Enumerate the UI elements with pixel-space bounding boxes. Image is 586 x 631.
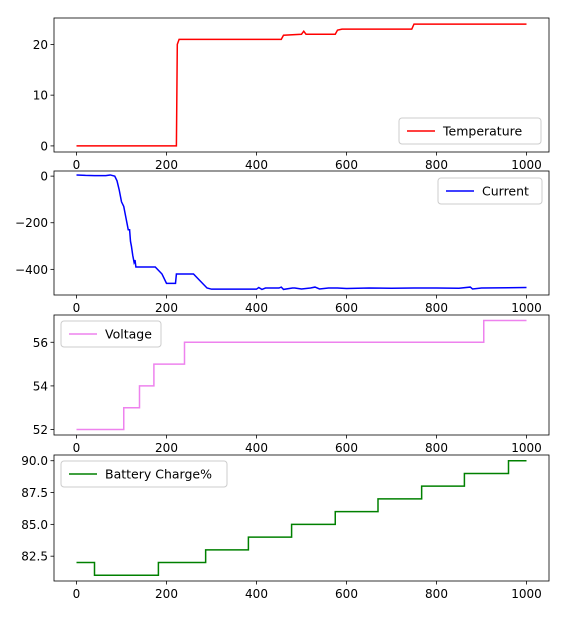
legend-label: Current [482,184,529,199]
x-tick-label: 200 [155,158,178,172]
x-tick-label: 200 [155,587,178,601]
x-tick-label: 1000 [511,301,542,315]
legend-box [60,460,228,488]
y-tick-label: 87.5 [21,486,48,500]
x-tick-label: 200 [155,301,178,315]
subplot-4: 0 200 400 600 800 1000 82.5 85.0 87.5 90.0 Battery… [21,454,550,601]
x-tick-label: 400 [245,158,268,172]
axes-frame [53,170,550,296]
axes-frame [53,454,550,582]
y-tick-label: 10 [33,89,48,103]
legend: Battery Charge% [60,460,228,488]
x-tick-label: 400 [245,587,268,601]
axes-frame [53,17,550,153]
x-tick-label: 200 [155,441,178,455]
x-tick-label: 0 [73,441,81,455]
subplot-3: 0 200 400 600 800 1000 52 54 56 Voltage [33,314,550,455]
x-tick-label: 1000 [511,158,542,172]
x-tick-label: 800 [425,441,448,455]
subplot-1: 0 200 400 600 800 1000 0 10 20 Temperature [33,17,550,172]
x-tick-label: 400 [245,441,268,455]
x-tick-label: 600 [335,158,358,172]
series-line-temperature [76,23,527,147]
x-tick-label: 400 [245,301,268,315]
x-tick-label: 800 [425,587,448,601]
x-tick-label: 800 [425,301,448,315]
x-tick-label: 600 [335,587,358,601]
x-tick-label: 800 [425,158,448,172]
y-tick-label: 20 [33,38,48,52]
axes-frame [53,314,550,436]
series-line-voltage [76,319,527,431]
legend-box [398,117,542,145]
legend: Voltage [60,320,162,348]
legend-label: Voltage [105,327,152,342]
x-tick-label: 600 [335,301,358,315]
y-tick-label: 82.5 [21,550,48,564]
x-tick-label: 0 [73,158,81,172]
legend: Temperature [398,117,542,145]
legend-label: Battery Charge% [105,467,212,482]
y-tick-label: 56 [33,336,48,350]
y-tick-label: 52 [33,423,48,437]
y-tick-label: 0 [40,139,48,153]
series-line-current [76,174,527,291]
legend-label: Temperature [442,124,522,139]
y-tick-label: 85.0 [21,518,48,532]
subplot-2: 0 200 400 600 800 1000 0 −200 −400 Current [15,170,550,315]
x-tick-label: 0 [73,587,81,601]
legend: Current [437,177,543,205]
y-tick-label: 0 [40,170,48,184]
series-line-battery-charge- [76,459,527,577]
y-tick-label: −400 [15,263,48,277]
x-tick-label: 600 [335,441,358,455]
y-tick-label: 90.0 [21,454,48,468]
x-tick-label: 1000 [511,441,542,455]
y-tick-label: 54 [33,379,48,393]
legend-box [437,177,543,205]
legend-box [60,320,162,348]
x-tick-label: 1000 [511,587,542,601]
y-tick-label: −200 [15,216,48,230]
x-tick-label: 0 [73,301,81,315]
